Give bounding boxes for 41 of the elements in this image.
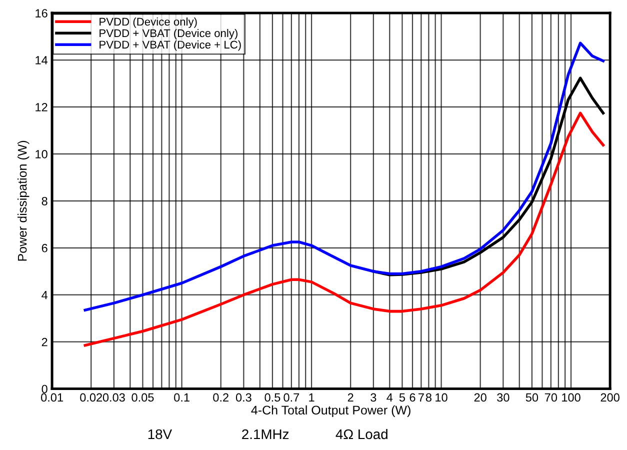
- x-tick-label: 0.7: [284, 393, 300, 402]
- y-tick-label: 2: [42, 338, 48, 346]
- text: 4Ω Load: [336, 428, 388, 440]
- x-tick-label: 20: [474, 393, 486, 402]
- x-tick-label: 7: [418, 393, 424, 402]
- x-axis-title: 4-Ch Total Output Power (W): [251, 405, 410, 418]
- x-tick-label: 0.02: [80, 393, 102, 402]
- x-tick-label: 70: [544, 393, 558, 402]
- x-tick-label: 0.5: [264, 393, 280, 402]
- x-tick-label: 6: [410, 393, 416, 402]
- x-tick-label: 50: [526, 393, 538, 402]
- legend-label: PVDD (Device only): [100, 17, 197, 28]
- y-tick-label: 14: [36, 56, 48, 64]
- y-tick-label: 16: [36, 9, 48, 18]
- legend-label: PVDD + VBAT (Device + LC): [100, 40, 241, 51]
- x-tick-label: 0.03: [102, 393, 125, 402]
- y-tick-label: 0: [42, 384, 48, 394]
- x-tick-label: 3: [370, 393, 376, 402]
- x-tick-label: 0.1: [174, 393, 190, 402]
- y-tick-label: 8: [42, 196, 48, 206]
- x-tick-label: 0.05: [132, 393, 154, 402]
- x-tick-label: 0.3: [236, 393, 252, 402]
- text: 18V: [148, 429, 172, 440]
- x-tick-label: 1: [309, 393, 314, 402]
- x-tick-label: 30: [497, 393, 510, 402]
- x-tick-label: 0.2: [213, 393, 228, 402]
- x-tick-label: 8: [426, 393, 432, 402]
- text: 2.1MHz: [242, 429, 289, 440]
- legend-label: PVDD + VBAT (Device only): [100, 28, 238, 40]
- x-tick-label: 2: [348, 393, 354, 402]
- y-axis-title: Power dissipation (W): [18, 140, 30, 261]
- x-tick-label: 200: [600, 393, 620, 402]
- y-tick-label: 4: [42, 291, 48, 300]
- y-tick-label: 12: [36, 103, 48, 112]
- x-tick-label: 4: [386, 393, 393, 402]
- y-tick-label: 10: [36, 150, 48, 158]
- x-tick-label: 100: [562, 393, 580, 402]
- x-tick-label: 5: [399, 393, 406, 402]
- y-tick-label: 6: [42, 244, 48, 252]
- x-tick-label: 10: [436, 393, 448, 402]
- x-tick-label: 0.01: [41, 393, 63, 402]
